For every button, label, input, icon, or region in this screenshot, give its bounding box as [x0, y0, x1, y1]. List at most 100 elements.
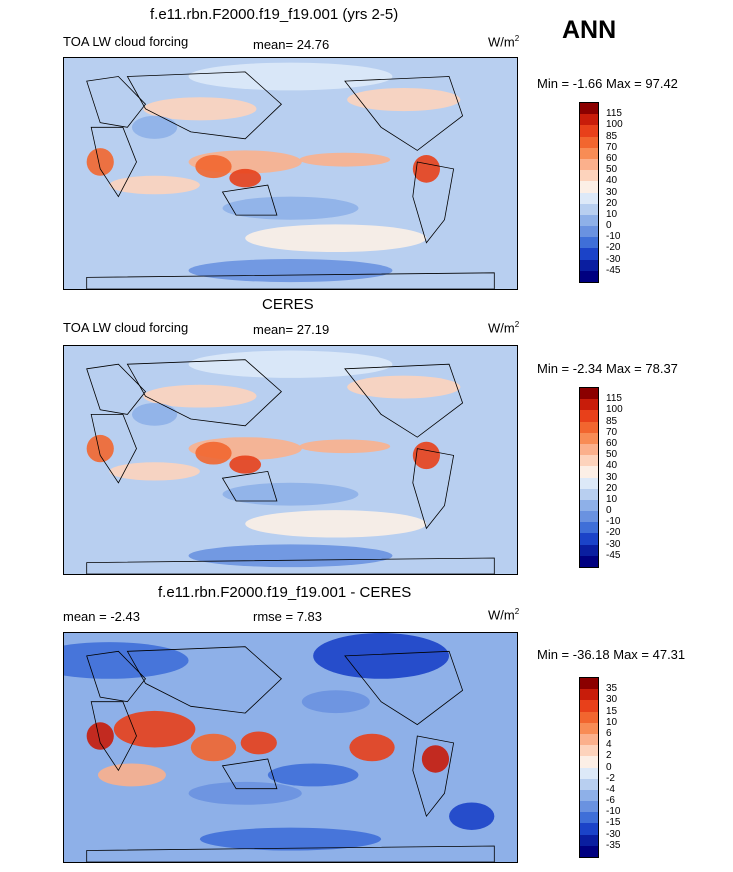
panel-2-mean-label: mean= 27.19: [253, 322, 330, 337]
colorbar-swatch: [580, 226, 598, 238]
field-region: [86, 434, 114, 463]
field-region: [188, 781, 302, 805]
continent-outline: [412, 448, 455, 530]
colorbar-tick-label: -35: [606, 839, 621, 851]
colorbar-swatch: [580, 511, 598, 523]
panel-3-title: f.e11.rbn.F2000.f19_f19.001 - CERES: [158, 584, 412, 601]
panel-3-map: [63, 632, 518, 863]
field-region: [195, 155, 232, 179]
field-region: [229, 168, 262, 188]
field-region: [199, 827, 382, 851]
colorbar-tick-label: 100: [606, 119, 623, 131]
continent-outline: [344, 363, 464, 438]
field-region: [97, 763, 166, 787]
field-region: [347, 88, 461, 112]
colorbar-swatch: [580, 689, 598, 701]
colorbar-tick-label: 20: [606, 482, 618, 494]
field-region: [188, 258, 393, 283]
colorbar-tick-label: -30: [606, 538, 621, 550]
field-region: [109, 462, 200, 481]
colorbar-tick-label: 0: [606, 761, 612, 773]
continent-outline: [126, 71, 282, 140]
continent-outline: [86, 557, 495, 574]
colorbar-swatch: [580, 722, 598, 734]
colorbar-swatch: [580, 214, 598, 227]
panel-1-units: W/m2: [488, 34, 520, 50]
colorbar-tick-label: 2: [606, 750, 612, 762]
colorbar-tick-label: -45: [606, 264, 621, 276]
field-region: [86, 722, 114, 750]
colorbar-swatch: [580, 533, 598, 545]
colorbar-swatch: [580, 767, 598, 779]
colorbar-swatch: [580, 812, 598, 824]
colorbar-swatch: [580, 801, 598, 813]
colorbar-swatch: [580, 778, 598, 790]
field-region: [143, 384, 257, 408]
continent-outline: [86, 650, 147, 703]
colorbar-tick-label: 115: [606, 108, 622, 120]
colorbar-tick-label: 60: [606, 152, 618, 164]
colorbar-tick-label: -10: [606, 806, 621, 818]
colorbar-swatch: [580, 125, 598, 137]
field-region: [267, 763, 359, 787]
colorbar-tick-label: 40: [606, 460, 618, 472]
colorbar-swatch: [580, 522, 598, 534]
field-region: [301, 690, 370, 714]
field-region: [86, 148, 114, 176]
colorbar-tick-label: 85: [606, 130, 618, 142]
panel-1-title: f.e11.rbn.F2000.f19_f19.001 (yrs 2-5): [150, 6, 399, 23]
field-region: [113, 710, 196, 748]
panel-1-minmax: Min = -1.66 Max = 97.42: [537, 76, 678, 91]
colorbar-swatch: [580, 823, 598, 835]
field-region: [109, 175, 200, 195]
field-region: [131, 403, 178, 426]
field-region: [64, 642, 189, 679]
colorbar-swatch: [580, 455, 598, 467]
colorbar-swatch: [580, 845, 598, 857]
colorbar-swatch: [580, 192, 598, 204]
colorbar-swatch: [580, 499, 598, 512]
panel-3-minmax: Min = -36.18 Max = 47.31: [537, 647, 686, 662]
continent-outline: [86, 363, 147, 415]
colorbar-swatch: [580, 399, 598, 411]
panel-2-units: W/m2: [488, 320, 520, 336]
field-region: [222, 482, 359, 506]
colorbar-tick-label: -20: [606, 527, 621, 539]
panel-1-colorbar: [579, 102, 599, 283]
continent-outline: [412, 161, 455, 244]
field-region: [299, 439, 391, 454]
colorbar-tick-label: 40: [606, 175, 618, 187]
colorbar-tick-label: 0: [606, 505, 612, 517]
colorbar-tick-label: -2: [606, 772, 615, 784]
field-region: [222, 196, 359, 220]
continent-outline: [86, 76, 147, 128]
colorbar-tick-label: -30: [606, 828, 621, 840]
colorbar-tick-label: 10: [606, 208, 618, 220]
panel-3-colorbar: [579, 677, 599, 858]
colorbar-swatch: [580, 270, 598, 282]
field-region: [412, 441, 440, 470]
panel-2-colorbar: [579, 387, 599, 568]
colorbar-tick-label: 30: [606, 186, 618, 198]
colorbar-swatch: [580, 136, 598, 148]
colorbar-tick-label: -6: [606, 795, 615, 807]
colorbar-swatch: [580, 103, 598, 115]
colorbar-swatch: [580, 700, 598, 712]
colorbar-swatch: [580, 259, 598, 271]
colorbar-tick-label: 10: [606, 493, 618, 505]
panel-1-mean-label: mean= 24.76: [253, 37, 330, 52]
colorbar-tick-label: 20: [606, 197, 618, 209]
field-region: [313, 633, 450, 679]
continent-outline: [221, 184, 278, 216]
colorbar-swatch: [580, 733, 598, 746]
field-region: [240, 731, 277, 755]
colorbar-tick-label: 50: [606, 449, 618, 461]
colorbar-swatch: [580, 443, 598, 456]
colorbar-swatch: [580, 421, 598, 433]
panel-1-variable-label: TOA LW cloud forcing: [63, 34, 189, 49]
continent-outline: [344, 76, 464, 151]
colorbar-tick-label: 60: [606, 437, 618, 449]
colorbar-swatch: [580, 114, 598, 126]
colorbar-tick-label: 10: [606, 716, 618, 728]
colorbar-tick-label: -10: [606, 516, 621, 528]
